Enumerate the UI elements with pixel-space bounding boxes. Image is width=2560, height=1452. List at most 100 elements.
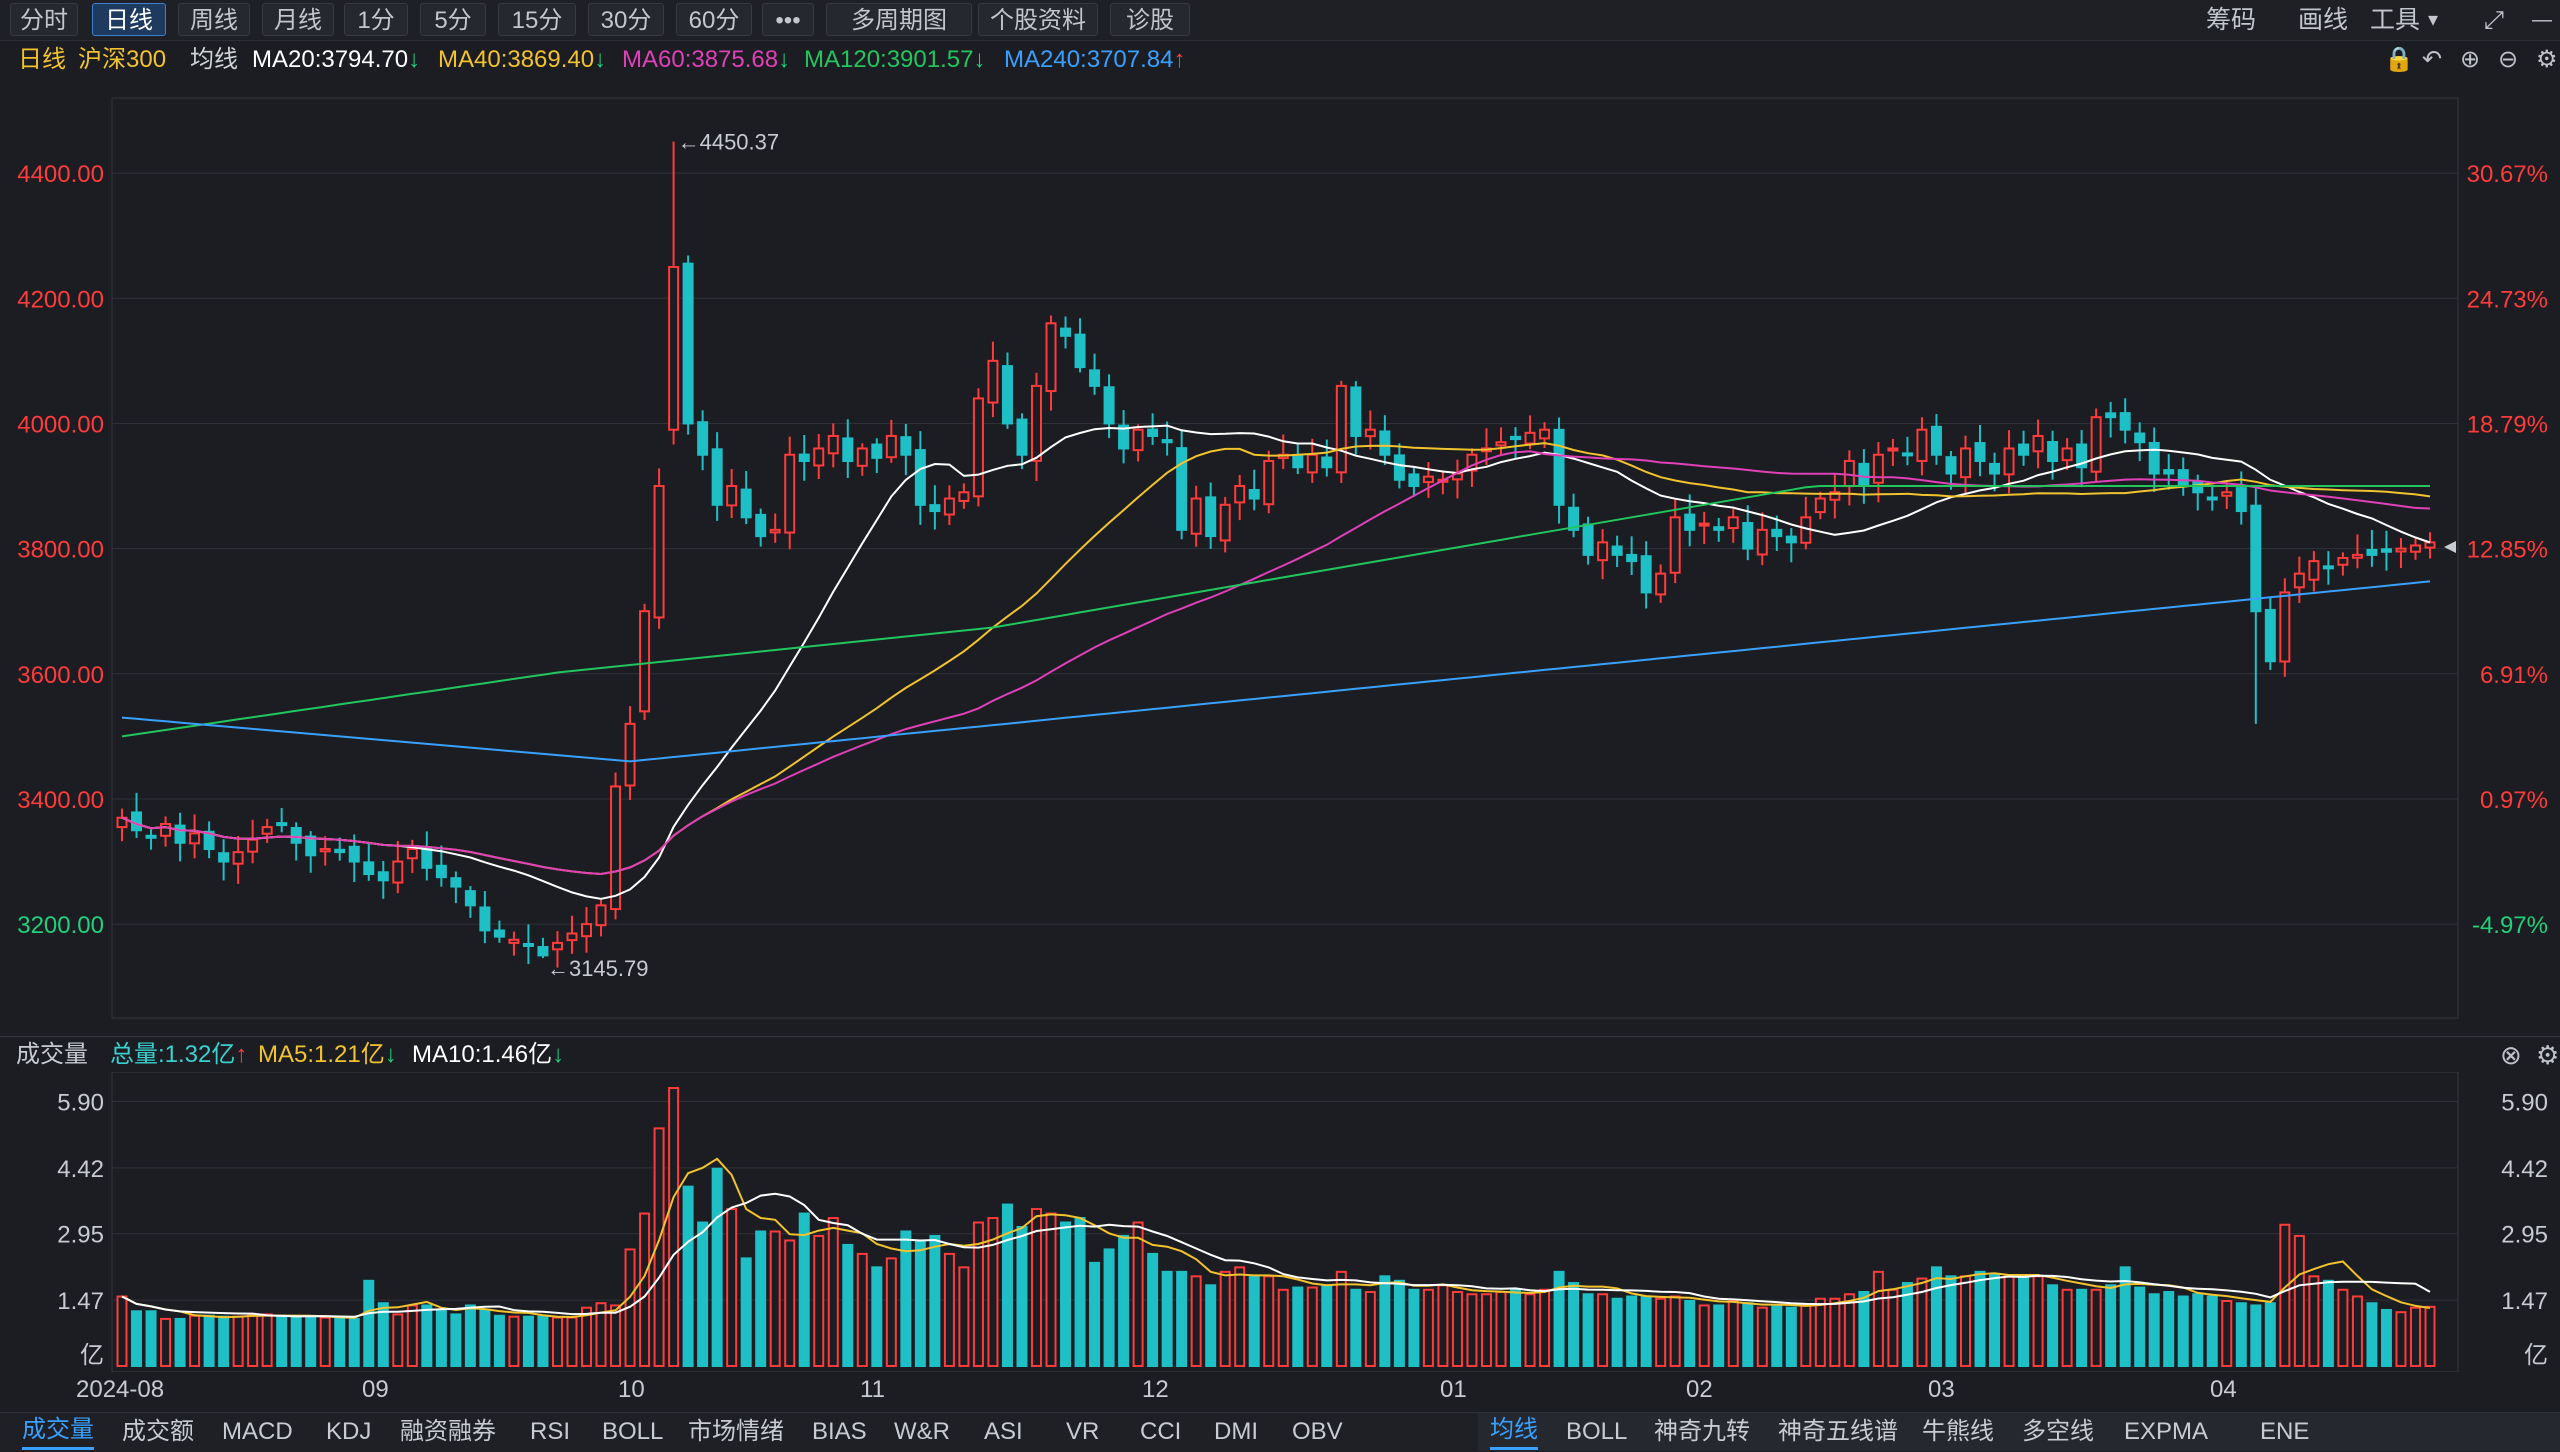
volume-bar [784,1239,796,1367]
candle-body [1118,424,1130,450]
volume-bar [1974,1270,1986,1368]
candle-body [2221,491,2233,497]
period-tab-4[interactable]: 1分 [344,3,408,36]
tool-button-2[interactable]: 工具 [2370,6,2421,34]
volume-bar [856,1252,868,1367]
date-tick: 10 [618,1376,645,1403]
indicator-tab-3[interactable]: KDJ [326,1418,372,1445]
candle-body [1350,386,1362,437]
period-tab-1[interactable]: 日线 [92,3,166,36]
gear-icon[interactable]: ⚙ [2536,1040,2560,1070]
candle-body [2148,441,2160,475]
period-tab-10[interactable]: 多周期图 [826,3,972,36]
indicator-tab-7[interactable]: 市场情绪 [688,1418,784,1445]
volume-bar [1219,1270,1231,1368]
gear-icon[interactable]: ⚙ [2536,46,2558,73]
tool-button-0[interactable]: 筹码 [2206,6,2257,34]
candle-body [2003,447,2015,476]
volume-bar [377,1302,389,1367]
date-tick: 09 [362,1376,389,1403]
candlestick-chart[interactable]: 4400.00 30.67% 4200.00 24.73% 4000.00 18.79% 3… [0,78,2560,1036]
period-tab-2[interactable]: 周线 [178,3,250,36]
legend-ma-2: MA60:3875.68↓ [622,46,791,73]
ma60-line [121,450,2431,876]
undo-icon[interactable]: ↶ [2422,46,2443,73]
indicator-tab-4[interactable]: 融资融券 [400,1418,496,1445]
candle-body [1989,462,2001,475]
candle-body [1829,491,1841,501]
lock-icon[interactable]: 🔒 [2384,46,2414,73]
candle-body [1045,322,1057,393]
candle-body [2177,469,2189,488]
volume-bar [1771,1304,1783,1367]
candle-body [1539,428,1551,440]
candle-body [2134,432,2146,444]
volume-bar [2134,1286,2146,1367]
indicator-tab-14[interactable]: OBV [1292,1418,1343,1445]
candle-body [900,436,912,456]
candle-body [2119,412,2131,431]
period-tab-8[interactable]: 60分 [676,3,752,36]
volume-bar [2337,1288,2349,1368]
overlay-tab-5[interactable]: 多空线 [2022,1418,2094,1445]
overlay-tab-2[interactable]: 神奇九转 [1654,1418,1750,1445]
candle-body [1858,462,1870,488]
overlay-tab-0[interactable]: 均线 [1490,1413,1538,1450]
indicator-tab-2[interactable]: MACD [222,1418,293,1445]
volume-bar [2322,1279,2334,1368]
volume-chart[interactable]: 5.90 5.90 4.42 4.42 2.95 2.95 1.47 1.47 亿 亿 [0,1072,2560,1372]
indicator-tab-11[interactable]: VR [1066,1418,1100,1445]
period-tab-0[interactable]: 分时 [10,3,78,36]
overlay-tab-1[interactable]: BOLL [1566,1418,1628,1445]
overlay-tab-4[interactable]: 牛熊线 [1922,1418,1994,1445]
indicator-tab-10[interactable]: ASI [984,1418,1023,1445]
period-tab-6[interactable]: 15分 [498,3,576,36]
overlay-tab-6[interactable]: EXPMA [2124,1418,2209,1445]
volume-bar [871,1266,883,1368]
period-tab-9[interactable]: ••• [762,3,814,36]
period-tab-7[interactable]: 30分 [588,3,664,36]
indicator-tab-13[interactable]: DMI [1214,1418,1258,1445]
candle-body [871,443,883,459]
volume-bar [1989,1273,2001,1367]
period-tab-3[interactable]: 月线 [262,3,334,36]
volume-bar [392,1313,404,1368]
volume-bar [697,1221,709,1367]
period-tab-11[interactable]: 个股资料 [978,3,1098,36]
volume-bar [842,1243,854,1367]
candle-body [798,453,810,462]
indicator-tab-8[interactable]: BIAS [812,1418,867,1445]
overlay-tab-7[interactable]: ENE [2260,1418,2310,1445]
close-icon[interactable]: ⊗ [2500,1040,2522,1070]
candle-body [1190,497,1202,535]
ma-legend: 日线 沪深300 均线 MA20:3794.70↓ MA40:3869.40↓ MA… [0,44,2560,76]
candle-body [1103,386,1115,425]
volume-bar [827,1217,839,1367]
fullscreen-icon[interactable]: ⤢ [2484,6,2505,34]
period-tab-12[interactable]: 诊股 [1110,3,1190,36]
volume-bar [1742,1302,1754,1367]
volume-bar [1001,1203,1013,1367]
overlay-tab-3[interactable]: 神奇五线谱 [1778,1418,1898,1445]
volume-bar [1176,1270,1188,1368]
candle-body [2090,416,2102,473]
indicator-tab-5[interactable]: RSI [530,1418,571,1445]
legend-ma-label: 均线 [190,46,238,73]
indicator-tab-0[interactable]: 成交量 [22,1413,94,1450]
zoom-in-icon[interactable]: ⊕ [2460,46,2481,73]
volume-bar [1655,1297,1667,1367]
indicator-tab-12[interactable]: CCI [1140,1418,1182,1445]
indicator-tab-1[interactable]: 成交额 [122,1418,194,1445]
indicator-tab-6[interactable]: BOLL [602,1418,664,1445]
indicator-tab-9[interactable]: W&R [894,1418,950,1445]
volume-bar [2003,1275,2015,1368]
zoom-out-icon[interactable]: ⊖ [2498,46,2519,73]
period-tab-5[interactable]: 5分 [420,3,486,36]
volume-bar [247,1313,259,1368]
tool-button-1[interactable]: 画线 [2298,6,2349,34]
minimize-icon[interactable]: — [2532,9,2552,31]
candle-body [189,832,201,845]
candle-body [1161,439,1173,444]
volume-bar [435,1308,447,1367]
volume-bar [653,1127,665,1367]
